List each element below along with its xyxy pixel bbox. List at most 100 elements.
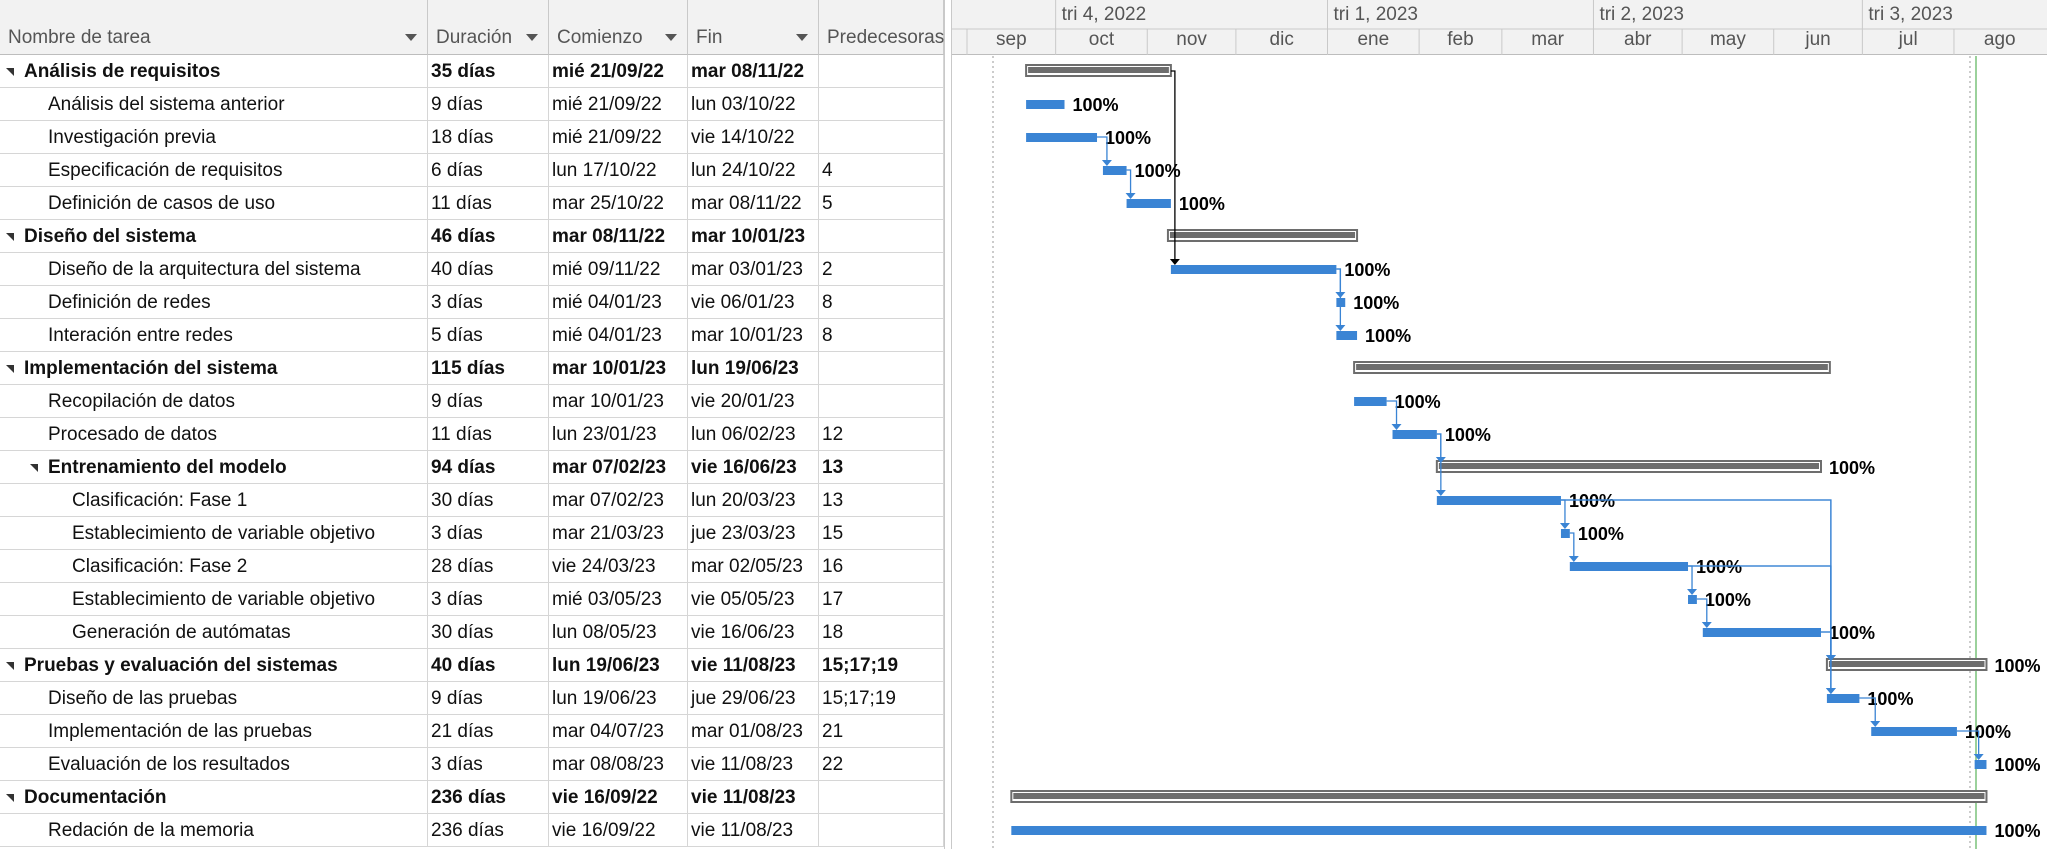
task-end[interactable]: mar 02/05/23 bbox=[688, 550, 819, 583]
task-predecessors[interactable]: 4 bbox=[819, 154, 944, 187]
collapse-triangle-icon[interactable] bbox=[6, 794, 14, 802]
task-row[interactable]: Recopilación de datos 9 días mar 10/01/23 v… bbox=[0, 385, 944, 418]
task-predecessors[interactable]: 13 bbox=[819, 451, 944, 484]
task-name-cell[interactable]: Documentación bbox=[0, 781, 428, 814]
task-predecessors[interactable]: 18 bbox=[819, 616, 944, 649]
task-end[interactable]: mar 10/01/23 bbox=[688, 220, 819, 253]
task-start[interactable]: mar 25/10/22 bbox=[549, 187, 688, 220]
task-duration[interactable]: 21 días bbox=[428, 715, 549, 748]
collapse-triangle-icon[interactable] bbox=[6, 68, 14, 76]
task-name-cell[interactable]: Recopilación de datos bbox=[0, 385, 428, 418]
task-duration[interactable]: 30 días bbox=[428, 616, 549, 649]
task-name-cell[interactable]: Diseño de las pruebas bbox=[0, 682, 428, 715]
task-name-cell[interactable]: Investigación previa bbox=[0, 121, 428, 154]
task-predecessors[interactable] bbox=[819, 814, 944, 847]
task-row[interactable]: Redación de la memoria 236 días vie 16/09/… bbox=[0, 814, 944, 847]
task-predecessors[interactable]: 2 bbox=[819, 253, 944, 286]
task-duration[interactable]: 3 días bbox=[428, 286, 549, 319]
collapse-triangle-icon[interactable] bbox=[6, 365, 14, 373]
task-end[interactable]: lun 06/02/23 bbox=[688, 418, 819, 451]
task-end[interactable]: mar 08/11/22 bbox=[688, 187, 819, 220]
task-start[interactable]: mié 09/11/22 bbox=[549, 253, 688, 286]
view-splitter[interactable] bbox=[944, 0, 952, 849]
task-row[interactable]: Definición de casos de uso 11 días mar 25/… bbox=[0, 187, 944, 220]
task-start[interactable]: mar 04/07/23 bbox=[549, 715, 688, 748]
dropdown-arrow-icon[interactable] bbox=[405, 34, 417, 41]
column-header-duration[interactable]: Duración bbox=[428, 0, 549, 55]
task-name-cell[interactable]: Interación entre redes bbox=[0, 319, 428, 352]
task-row[interactable]: Análisis del sistema anterior 9 días mié 2… bbox=[0, 88, 944, 121]
task-start[interactable]: mar 21/03/23 bbox=[549, 517, 688, 550]
collapse-triangle-icon[interactable] bbox=[6, 233, 14, 241]
task-duration[interactable]: 236 días bbox=[428, 781, 549, 814]
task-start[interactable]: mar 08/08/23 bbox=[549, 748, 688, 781]
task-duration[interactable]: 46 días bbox=[428, 220, 549, 253]
task-start[interactable]: vie 16/09/22 bbox=[549, 814, 688, 847]
task-start[interactable]: mar 07/02/23 bbox=[549, 484, 688, 517]
task-duration[interactable]: 18 días bbox=[428, 121, 549, 154]
task-start[interactable]: lun 17/10/22 bbox=[549, 154, 688, 187]
task-row[interactable]: Procesado de datos 11 días lun 23/01/23 lun… bbox=[0, 418, 944, 451]
task-end[interactable]: lun 03/10/22 bbox=[688, 88, 819, 121]
task-end[interactable]: vie 11/08/23 bbox=[688, 781, 819, 814]
task-end[interactable]: jue 29/06/23 bbox=[688, 682, 819, 715]
task-row[interactable]: Evaluación de los resultados 3 días mar 08… bbox=[0, 748, 944, 781]
task-duration[interactable]: 30 días bbox=[428, 484, 549, 517]
task-duration[interactable]: 40 días bbox=[428, 649, 549, 682]
task-start[interactable]: mar 10/01/23 bbox=[549, 385, 688, 418]
task-start[interactable]: mié 21/09/22 bbox=[549, 121, 688, 154]
task-duration[interactable]: 6 días bbox=[428, 154, 549, 187]
task-duration[interactable]: 94 días bbox=[428, 451, 549, 484]
task-end[interactable]: vie 11/08/23 bbox=[688, 748, 819, 781]
task-predecessors[interactable]: 12 bbox=[819, 418, 944, 451]
task-end[interactable]: vie 16/06/23 bbox=[688, 451, 819, 484]
task-name-cell[interactable]: Diseño del sistema bbox=[0, 220, 428, 253]
task-end[interactable]: mar 01/08/23 bbox=[688, 715, 819, 748]
task-start[interactable]: mar 07/02/23 bbox=[549, 451, 688, 484]
task-row[interactable]: Implementación de las pruebas 21 días mar … bbox=[0, 715, 944, 748]
task-end[interactable]: vie 05/05/23 bbox=[688, 583, 819, 616]
task-duration[interactable]: 11 días bbox=[428, 187, 549, 220]
task-name-cell[interactable]: Establecimiento de variable objetivo bbox=[0, 517, 428, 550]
task-duration[interactable]: 3 días bbox=[428, 517, 549, 550]
task-row[interactable]: Clasificación: Fase 2 28 días vie 24/03/23… bbox=[0, 550, 944, 583]
task-name-cell[interactable]: Especificación de requisitos bbox=[0, 154, 428, 187]
task-predecessors[interactable]: 17 bbox=[819, 583, 944, 616]
task-row[interactable]: Generación de autómatas 30 días lun 08/05/… bbox=[0, 616, 944, 649]
task-start[interactable]: mié 04/01/23 bbox=[549, 286, 688, 319]
summary-task-row[interactable]: Pruebas y evaluación del sistemas 40 días… bbox=[0, 649, 944, 682]
column-header-start[interactable]: Comienzo bbox=[549, 0, 688, 55]
column-header-predecessors[interactable]: Predecesoras bbox=[819, 0, 944, 55]
task-end[interactable]: vie 14/10/22 bbox=[688, 121, 819, 154]
task-duration[interactable]: 9 días bbox=[428, 88, 549, 121]
task-duration[interactable]: 9 días bbox=[428, 385, 549, 418]
task-row[interactable]: Diseño de las pruebas 9 días lun 19/06/23 j… bbox=[0, 682, 944, 715]
task-predecessors[interactable]: 5 bbox=[819, 187, 944, 220]
summary-task-row[interactable]: Implementación del sistema 115 días mar 10… bbox=[0, 352, 944, 385]
task-predecessors[interactable]: 8 bbox=[819, 319, 944, 352]
task-row[interactable]: Definición de redes 3 días mié 04/01/23 vie… bbox=[0, 286, 944, 319]
task-start[interactable]: lun 08/05/23 bbox=[549, 616, 688, 649]
task-predecessors[interactable] bbox=[819, 781, 944, 814]
task-name-cell[interactable]: Evaluación de los resultados bbox=[0, 748, 428, 781]
task-name-cell[interactable]: Diseño de la arquitectura del sistema bbox=[0, 253, 428, 286]
summary-task-row[interactable]: Entrenamiento del modelo 94 días mar 07/02… bbox=[0, 451, 944, 484]
dropdown-arrow-icon[interactable] bbox=[526, 34, 538, 41]
task-predecessors[interactable] bbox=[819, 352, 944, 385]
task-name-cell[interactable]: Definición de redes bbox=[0, 286, 428, 319]
task-duration[interactable]: 9 días bbox=[428, 682, 549, 715]
task-row[interactable]: Establecimiento de variable objetivo 3 dí… bbox=[0, 517, 944, 550]
task-name-cell[interactable]: Definición de casos de uso bbox=[0, 187, 428, 220]
task-start[interactable]: lun 19/06/23 bbox=[549, 649, 688, 682]
task-duration[interactable]: 11 días bbox=[428, 418, 549, 451]
task-row[interactable]: Interación entre redes 5 días mié 04/01/23… bbox=[0, 319, 944, 352]
task-start[interactable]: mié 03/05/23 bbox=[549, 583, 688, 616]
task-name-cell[interactable]: Implementación del sistema bbox=[0, 352, 428, 385]
task-predecessors[interactable]: 15;17;19 bbox=[819, 649, 944, 682]
task-duration[interactable]: 3 días bbox=[428, 748, 549, 781]
task-end[interactable]: jue 23/03/23 bbox=[688, 517, 819, 550]
task-start[interactable]: vie 16/09/22 bbox=[549, 781, 688, 814]
task-name-cell[interactable]: Pruebas y evaluación del sistemas bbox=[0, 649, 428, 682]
task-row[interactable]: Investigación previa 18 días mié 21/09/22 v… bbox=[0, 121, 944, 154]
task-end[interactable]: lun 24/10/22 bbox=[688, 154, 819, 187]
